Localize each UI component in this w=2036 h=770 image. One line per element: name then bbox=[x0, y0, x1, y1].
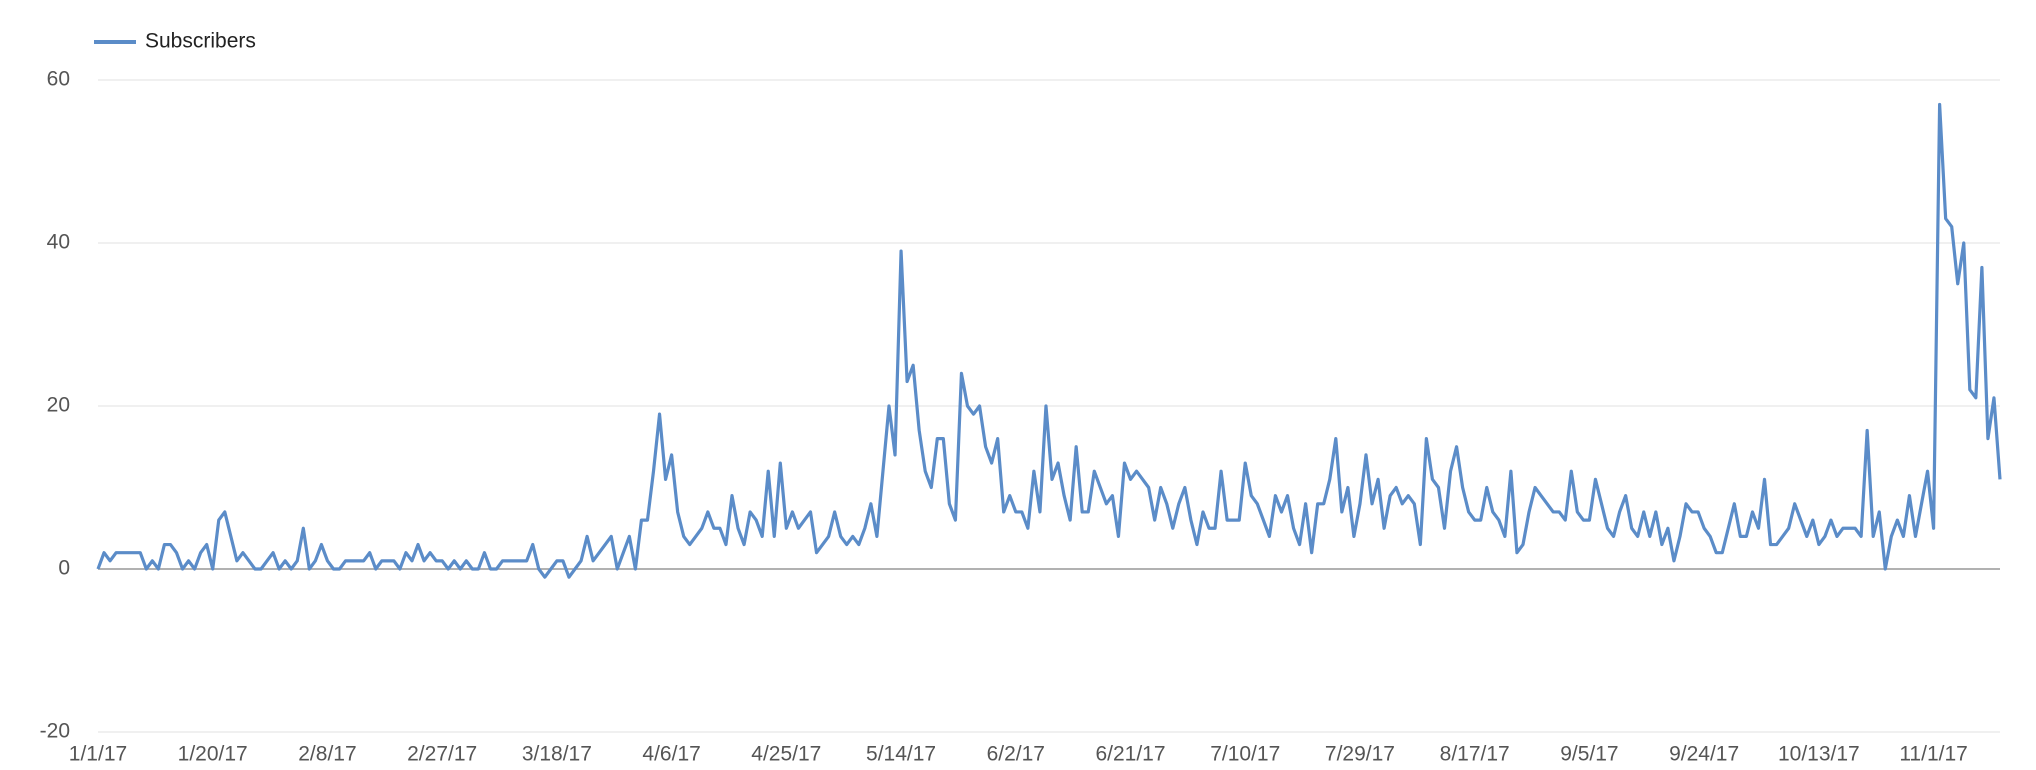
x-tick-label: 9/5/17 bbox=[1560, 743, 1618, 766]
y-tick-label: 40 bbox=[47, 231, 70, 254]
x-tick-label: 4/25/17 bbox=[751, 743, 821, 766]
y-tick-label: -20 bbox=[40, 720, 70, 743]
x-tick-label: 10/13/17 bbox=[1778, 743, 1860, 766]
x-tick-label: 4/6/17 bbox=[642, 743, 700, 766]
x-tick-label: 2/8/17 bbox=[298, 743, 356, 766]
x-tick-label: 5/14/17 bbox=[866, 743, 936, 766]
x-tick-label: 8/17/17 bbox=[1440, 743, 1510, 766]
x-tick-label: 2/27/17 bbox=[407, 743, 477, 766]
y-tick-label: 60 bbox=[47, 68, 70, 91]
y-tick-label: 20 bbox=[47, 394, 70, 417]
y-tick-label: 0 bbox=[58, 557, 70, 580]
x-tick-label: 7/10/17 bbox=[1210, 743, 1280, 766]
data-line bbox=[96, 102, 2002, 579]
x-tick-label: 3/18/17 bbox=[522, 743, 592, 766]
legend-label: Subscribers bbox=[145, 30, 256, 53]
x-tick-label: 1/20/17 bbox=[178, 743, 248, 766]
x-tick-label: 11/1/17 bbox=[1899, 743, 1968, 766]
x-tick-label: 1/1/17 bbox=[69, 743, 127, 766]
x-tick-label: 6/2/17 bbox=[987, 743, 1045, 766]
x-tick-label: 9/24/17 bbox=[1669, 743, 1739, 766]
x-tick-label: 7/29/17 bbox=[1325, 743, 1395, 766]
x-tick-label: 6/21/17 bbox=[1095, 743, 1165, 766]
